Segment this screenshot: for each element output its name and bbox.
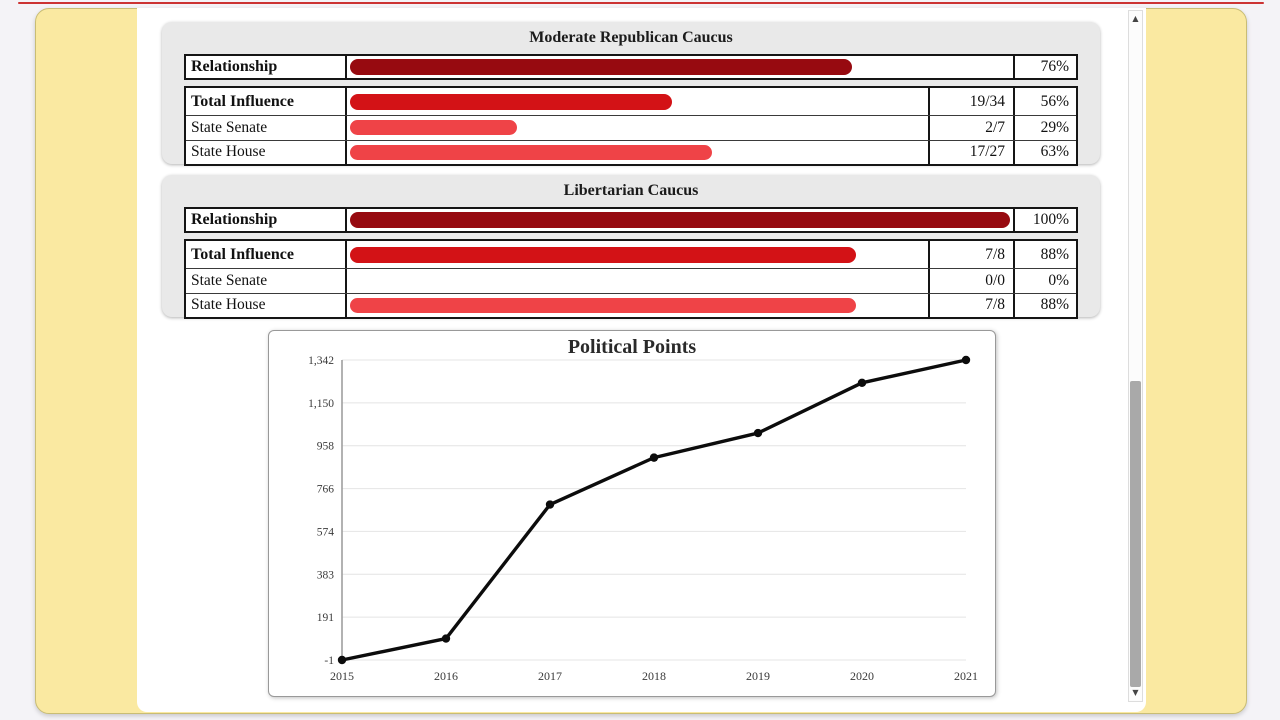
caucus-title: Libertarian Caucus xyxy=(563,182,699,199)
row-label: Total Influence xyxy=(186,88,347,115)
svg-text:1,150: 1,150 xyxy=(308,398,334,410)
row-label: State House xyxy=(186,140,347,164)
political-points-card: Political Points 1,342 1,150 958 766 574 383 1… xyxy=(268,330,996,697)
svg-text:958: 958 xyxy=(317,441,335,453)
relationship-table: Relationship 100% xyxy=(184,207,1078,233)
svg-text:-1: -1 xyxy=(324,655,334,667)
bar-track xyxy=(347,141,928,165)
relationship-bar-track xyxy=(347,209,1013,231)
political-points-line-chart: 1,342 1,150 958 766 574 383 191 -1 2015 2016 2017 2… xyxy=(308,355,978,683)
scroll-down-icon[interactable]: ▼ xyxy=(1132,688,1139,697)
influence-table: Total Influence 19/34 56% State Senate 2… xyxy=(184,86,1078,166)
bar-track xyxy=(347,116,928,140)
table-row: Total Influence 7/8 88% xyxy=(186,241,1076,268)
relationship-table: Relationship 76% xyxy=(184,54,1078,80)
row-fraction: 7/8 xyxy=(928,241,1013,268)
row-label: State House xyxy=(186,293,347,317)
table-row: State Senate 0/0 0% xyxy=(186,268,1076,293)
row-percent: 88% xyxy=(1013,241,1076,268)
caucus-title: Moderate Republican Caucus xyxy=(529,29,733,46)
svg-text:2016: 2016 xyxy=(434,669,458,683)
relationship-percent: 76% xyxy=(1013,56,1076,78)
svg-text:383: 383 xyxy=(317,569,335,581)
row-fraction: 7/8 xyxy=(928,293,1013,317)
table-row: Total Influence 19/34 56% xyxy=(186,88,1076,115)
svg-text:2018: 2018 xyxy=(642,669,666,683)
row-percent: 88% xyxy=(1013,293,1076,317)
content-panel: Moderate Republican Caucus Relationship … xyxy=(137,8,1146,712)
chart-title: Political Points xyxy=(567,336,697,358)
state-house-bar xyxy=(350,144,713,160)
scroll-up-icon[interactable]: ▲ xyxy=(1132,14,1139,23)
influence-bar xyxy=(350,246,856,263)
row-label: Total Influence xyxy=(186,241,347,268)
svg-text:574: 574 xyxy=(317,526,335,538)
table-row: State Senate 2/7 29% xyxy=(186,115,1076,140)
relationship-label: Relationship xyxy=(186,209,347,231)
row-label: State Senate xyxy=(186,116,347,140)
svg-text:2021: 2021 xyxy=(954,669,978,683)
svg-text:2019: 2019 xyxy=(746,669,770,683)
caucus-card-libertarian: Libertarian Caucus Relationship 100% Tot… xyxy=(162,175,1100,319)
relationship-bar xyxy=(350,59,852,75)
state-senate-bar xyxy=(350,120,517,136)
svg-text:191: 191 xyxy=(317,612,335,624)
svg-text:2020: 2020 xyxy=(850,669,874,683)
svg-text:1,342: 1,342 xyxy=(308,355,334,367)
table-row: State House 7/8 88% xyxy=(186,292,1076,318)
table-row: State House 17/27 63% xyxy=(186,139,1076,165)
bar-track xyxy=(347,269,928,293)
row-percent: 0% xyxy=(1013,269,1076,293)
bar-track xyxy=(347,241,928,268)
row-fraction: 19/34 xyxy=(928,88,1013,115)
row-percent: 56% xyxy=(1013,88,1076,115)
influence-table: Total Influence 7/8 88% State Senate 0/0… xyxy=(184,239,1078,319)
relationship-bar xyxy=(350,212,1010,228)
bar-track xyxy=(347,294,928,318)
relationship-bar-track xyxy=(347,56,1013,78)
svg-text:2017: 2017 xyxy=(538,669,562,683)
relationship-label: Relationship xyxy=(186,56,347,78)
relationship-percent: 100% xyxy=(1013,209,1076,231)
row-label: State Senate xyxy=(186,269,347,293)
row-percent: 29% xyxy=(1013,116,1076,140)
row-fraction: 17/27 xyxy=(928,140,1013,164)
svg-text:766: 766 xyxy=(317,484,335,496)
row-fraction: 0/0 xyxy=(928,269,1013,293)
bar-track xyxy=(347,88,928,115)
caucus-card-moderate-republican: Moderate Republican Caucus Relationship … xyxy=(162,22,1100,166)
row-percent: 63% xyxy=(1013,140,1076,164)
svg-text:2015: 2015 xyxy=(330,669,354,683)
top-red-accent-line xyxy=(18,2,1264,4)
scrollbar-thumb[interactable] xyxy=(1130,381,1141,687)
vertical-scrollbar[interactable]: ▲ ▼ xyxy=(1128,10,1143,702)
state-house-bar xyxy=(350,297,856,313)
influence-bar xyxy=(350,93,672,110)
row-fraction: 2/7 xyxy=(928,116,1013,140)
